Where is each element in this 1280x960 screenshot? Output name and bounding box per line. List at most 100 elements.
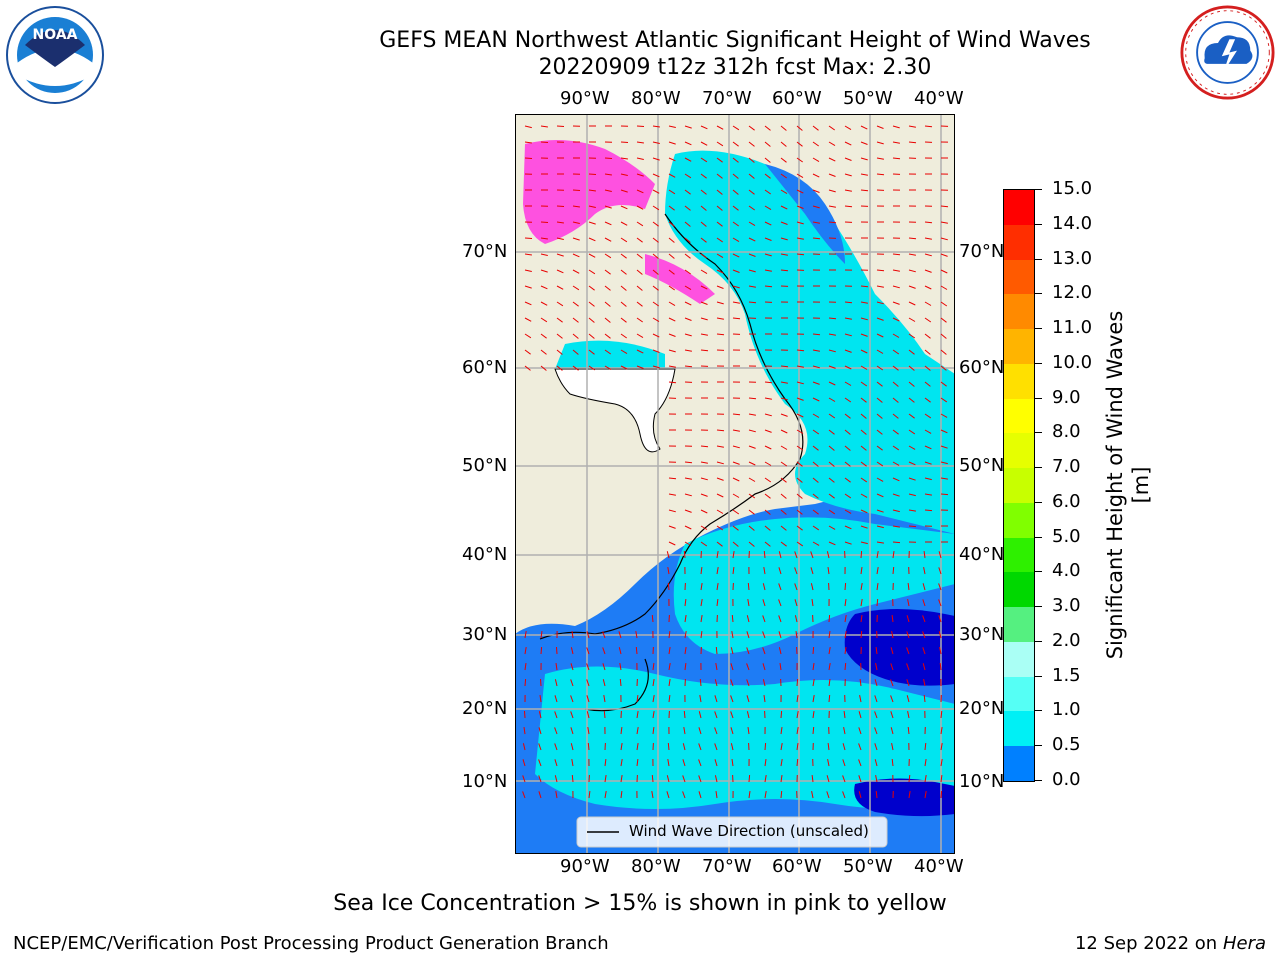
wave-direction-arrow [827, 759, 830, 767]
wave-direction-arrow [652, 727, 655, 735]
wave-direction-arrow [586, 679, 590, 687]
wave-direction-arrow [924, 125, 933, 128]
wave-direction-arrow [875, 647, 878, 655]
wave-direction-arrow [652, 695, 655, 703]
wave-direction-arrow [891, 631, 894, 639]
wave-direction-arrow [892, 541, 901, 544]
wave-direction-arrow [732, 141, 739, 147]
wave-direction-arrow [538, 743, 542, 751]
wave-direction-arrow [844, 477, 851, 483]
wave-direction-arrow [684, 525, 692, 530]
wave-direction-arrow [940, 759, 943, 767]
wave-direction-arrow [860, 381, 868, 387]
sea-ice-region [523, 140, 655, 244]
colorbar-tick-label: 15.0 [1052, 178, 1093, 199]
wave-direction-arrow [748, 397, 757, 400]
wave-direction-arrow [588, 237, 596, 242]
wave-direction-arrow [540, 333, 547, 339]
wave-direction-arrow [556, 301, 564, 307]
wave-direction-arrow [540, 221, 549, 223]
colorbar-tick-label: 12.0 [1052, 282, 1093, 304]
wave-direction-arrow [844, 615, 847, 623]
wave-direction-arrow [524, 317, 532, 322]
wave-direction-arrow [700, 525, 708, 530]
colorbar-tick-label: 7.0 [1052, 456, 1081, 478]
wave-direction-arrow [620, 301, 627, 307]
lat-label-left-60n: 60°N [462, 357, 508, 378]
footer-date: 12 Sep 2022 on [1074, 933, 1218, 954]
wave-direction-arrow [780, 173, 787, 179]
wave-direction-arrow [860, 157, 868, 161]
wave-direction-arrow [700, 445, 709, 448]
wave-direction-arrow [844, 125, 852, 131]
wave-direction-arrow [667, 759, 670, 767]
wave-direction-arrow [668, 157, 676, 162]
wave-direction-arrow [572, 285, 580, 291]
wave-direction-arrow [732, 253, 740, 258]
wave-direction-arrow [588, 253, 596, 258]
wave-direction-arrow [636, 743, 639, 751]
wave-direction-arrow [908, 429, 916, 435]
wave-direction-arrow [876, 493, 884, 498]
wave-direction-arrow [860, 141, 868, 145]
colorbar-tick-mark [1034, 467, 1042, 469]
wave-direction-arrow [923, 567, 926, 575]
wave-direction-arrow [923, 679, 926, 687]
wave-direction-arrow [604, 189, 612, 192]
wave-direction-arrow [684, 237, 691, 243]
wave-direction-arrow [700, 541, 708, 547]
wave-direction-arrow [843, 727, 846, 735]
wave-direction-arrow [906, 679, 910, 687]
wave-direction-arrow [716, 429, 725, 432]
wave-direction-arrow [796, 205, 804, 209]
wave-direction-arrow [858, 775, 862, 783]
colorbar-segment [1004, 398, 1034, 434]
wave-direction-arrow [892, 301, 900, 305]
ocean-region-central [673, 517, 955, 654]
wave-direction-arrow [522, 743, 526, 751]
wave-direction-arrow [538, 775, 542, 783]
wave-direction-arrow [764, 141, 771, 147]
wave-direction-arrow [620, 237, 628, 243]
wave-direction-arrow [892, 141, 900, 144]
wave-direction-arrow [700, 615, 703, 623]
wave-direction-arrow [940, 285, 948, 290]
lat-label-right-10n: 10°N [959, 771, 1005, 792]
wave-direction-arrow [667, 567, 670, 575]
wave-direction-arrow [890, 679, 894, 687]
wave-direction-arrow [924, 429, 932, 434]
wave-direction-arrow [668, 679, 671, 687]
wave-direction-arrow [730, 727, 734, 735]
wave-direction-arrow [570, 647, 574, 655]
wave-direction-arrow [732, 541, 739, 547]
wave-direction-arrow [844, 662, 847, 671]
wave-direction-arrow [619, 678, 622, 687]
colorbar-tick-label: 6.0 [1052, 490, 1081, 512]
wave-direction-arrow [700, 301, 708, 305]
wave-direction-arrow [604, 759, 607, 767]
wave-direction-arrow [684, 461, 693, 464]
wave-direction-arrow [748, 493, 756, 499]
colorbar-segment [1004, 224, 1034, 260]
wave-direction-arrow [698, 743, 702, 751]
wave-direction-arrow [828, 493, 835, 499]
wave-direction-arrow [730, 711, 734, 719]
colorbar-segment [1004, 363, 1034, 399]
wave-direction-arrow [748, 541, 755, 547]
wave-direction-arrow [764, 269, 772, 272]
wave-direction-arrow [572, 237, 580, 241]
wave-direction-arrow [700, 189, 707, 195]
wave-direction-arrow [522, 775, 526, 783]
colorbar-tick-label: 11.0 [1052, 317, 1093, 339]
colorbar-tick-mark [1034, 362, 1042, 364]
wave-direction-arrow [716, 493, 724, 498]
wave-direction-arrow [938, 599, 942, 607]
wave-direction-arrow [876, 598, 879, 607]
wave-direction-arrow [602, 647, 606, 655]
wave-direction-arrow [668, 205, 675, 211]
wave-direction-arrow [796, 253, 805, 256]
wave-direction-arrow [668, 285, 675, 291]
wave-direction-arrow [940, 775, 943, 783]
wave-direction-arrow [906, 631, 910, 639]
wave-direction-arrow [828, 365, 836, 369]
